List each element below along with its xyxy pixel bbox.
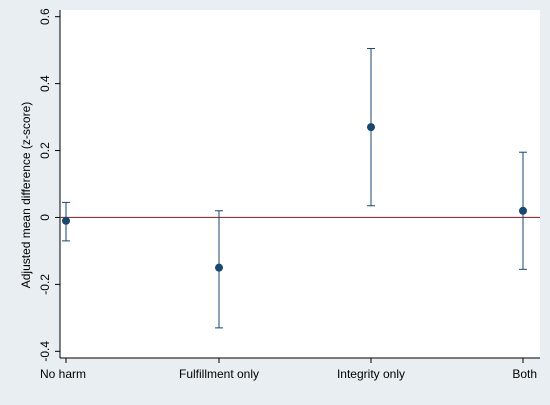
x-tick-label: Integrity only <box>337 367 405 381</box>
estimate-point <box>367 123 375 132</box>
y-tick-label: 0.6 <box>38 8 52 25</box>
x-tick-label: Both <box>512 367 537 381</box>
estimate-point <box>519 206 527 215</box>
y-tick-label: 0.4 <box>38 75 52 92</box>
y-ticks: -0.4 -0.2 0 0.2 0.4 0.6 <box>38 8 60 362</box>
plot-area <box>60 10 540 358</box>
y-tick-label: -0.4 <box>38 341 52 362</box>
estimate-point <box>215 263 223 272</box>
x-tick-label: No harm <box>40 367 86 381</box>
x-ticks: No harm Fulfillment only Integrity only Bot… <box>40 358 537 381</box>
y-tick-label: -0.2 <box>38 274 52 295</box>
y-tick-label: 0 <box>38 214 52 221</box>
estimate-marks <box>62 47 527 329</box>
estimate-point <box>62 216 70 225</box>
x-tick-label: Fulfillment only <box>179 367 259 381</box>
y-axis-title: Adjusted mean difference (z-score) <box>19 102 33 289</box>
y-tick-label: 0.2 <box>38 142 52 159</box>
